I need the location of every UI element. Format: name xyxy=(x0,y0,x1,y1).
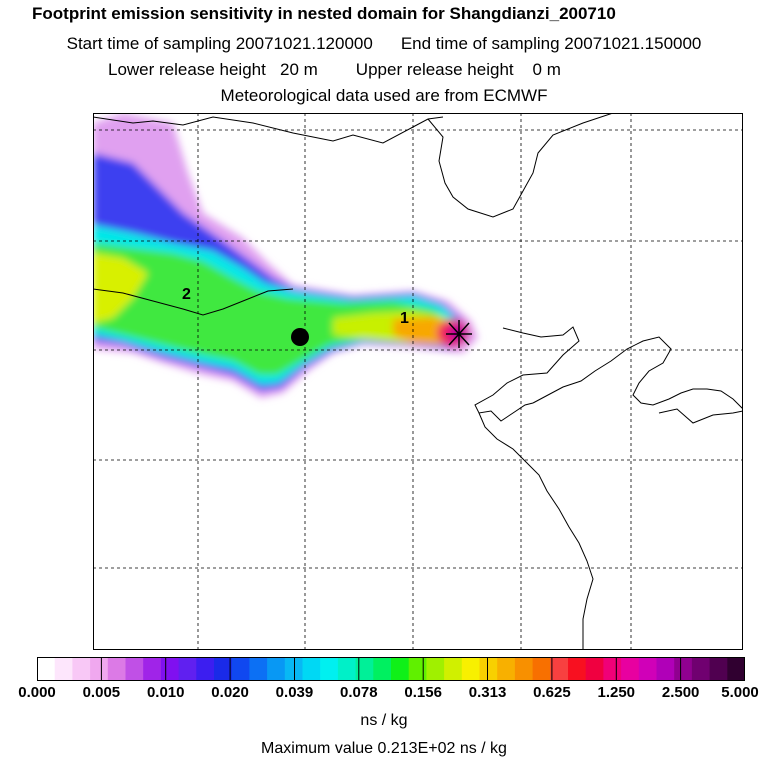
scale-color-cell xyxy=(143,657,162,681)
scale-color-cell xyxy=(656,657,675,681)
scale-tick-label: 0.039 xyxy=(275,684,314,701)
sampling-time-line: Start time of sampling 20071021.120000 En… xyxy=(0,34,768,54)
scale-color-cell xyxy=(355,657,374,681)
release-site-marker xyxy=(446,320,472,348)
scale-color-cell xyxy=(727,657,745,681)
scale-tick-label: 2.500 xyxy=(661,684,700,701)
scale-color-cell xyxy=(373,657,392,681)
scale-color-cell xyxy=(709,657,728,681)
graticule xyxy=(93,113,743,650)
scale-tick-label: 0.000 xyxy=(18,684,56,701)
scale-color-cell xyxy=(125,657,144,681)
footprint-map: 1 2 xyxy=(93,113,743,650)
scale-tick-label: 0.005 xyxy=(82,684,121,701)
scale-color-cell xyxy=(550,657,569,681)
scale-tick-label: 0.313 xyxy=(468,684,507,701)
station-dot xyxy=(291,328,309,346)
scale-color-cell xyxy=(426,657,445,681)
scale-color-cell xyxy=(532,657,551,681)
scale-color-cell xyxy=(178,657,197,681)
maximum-value: Maximum value 0.213E+02 ns / kg xyxy=(261,740,507,757)
scale-color-cell xyxy=(391,657,410,681)
marker-label-2: 2 xyxy=(182,286,191,303)
scale-color-cell xyxy=(461,657,481,681)
scale-color-cell xyxy=(196,657,215,681)
scale-tick-label: 1.250 xyxy=(597,684,636,701)
upper-release-height: Upper release height 0 m xyxy=(355,60,561,79)
map-title: Footprint emission sensitivity in nested… xyxy=(32,4,616,23)
scale-tick-label: 5.000 xyxy=(721,684,759,701)
map-frame xyxy=(93,113,743,650)
scale-color-cell xyxy=(107,657,127,681)
scale-color-cell xyxy=(214,657,233,681)
scale-color-cell xyxy=(72,657,91,681)
scale-color-cell xyxy=(160,657,180,681)
release-height-line: Lower release height 20 m Upper release h… xyxy=(108,60,561,80)
scale-tick-label: 0.156 xyxy=(404,684,442,701)
scale-color-cell xyxy=(231,657,250,681)
color-scale-bar xyxy=(37,657,745,681)
emission-plume xyxy=(93,113,478,398)
scale-color-cell xyxy=(284,657,304,681)
scale-color-cell xyxy=(621,657,640,681)
scale-color-cell xyxy=(302,657,321,681)
marker-label-1: 1 xyxy=(400,310,409,327)
scale-color-cell xyxy=(267,657,286,681)
scale-color-cell xyxy=(479,657,498,681)
end-time: End time of sampling 20071021.150000 xyxy=(400,34,702,53)
start-time: Start time of sampling 20071021.120000 xyxy=(66,34,373,53)
scale-color-cell xyxy=(37,657,56,681)
scale-tick-label: 0.020 xyxy=(211,684,249,701)
scale-color-cell xyxy=(674,657,693,681)
scale-tick-label: 0.625 xyxy=(533,684,571,701)
scale-color-cell xyxy=(444,657,463,681)
scale-tick-label: 0.010 xyxy=(146,684,185,701)
scale-color-cell xyxy=(691,657,711,681)
scale-color-cell xyxy=(337,657,357,681)
scale-unit: ns / kg xyxy=(360,712,408,729)
scale-color-cell xyxy=(568,657,587,681)
met-data-line: Meteorological data used are from ECMWF xyxy=(220,86,548,105)
scale-color-cell xyxy=(54,657,73,681)
scale-color-cell xyxy=(603,657,622,681)
scale-color-cell xyxy=(249,657,268,681)
scale-tick-label: 0.078 xyxy=(340,684,378,701)
scale-color-cell xyxy=(320,657,339,681)
lower-release-height: Lower release height 20 m xyxy=(108,60,318,79)
scale-color-cell xyxy=(408,657,427,681)
scale-color-cell xyxy=(497,657,516,681)
scale-color-cell xyxy=(585,657,604,681)
scale-color-cell xyxy=(638,657,658,681)
scale-color-cell xyxy=(514,657,534,681)
scale-color-cell xyxy=(90,657,109,681)
